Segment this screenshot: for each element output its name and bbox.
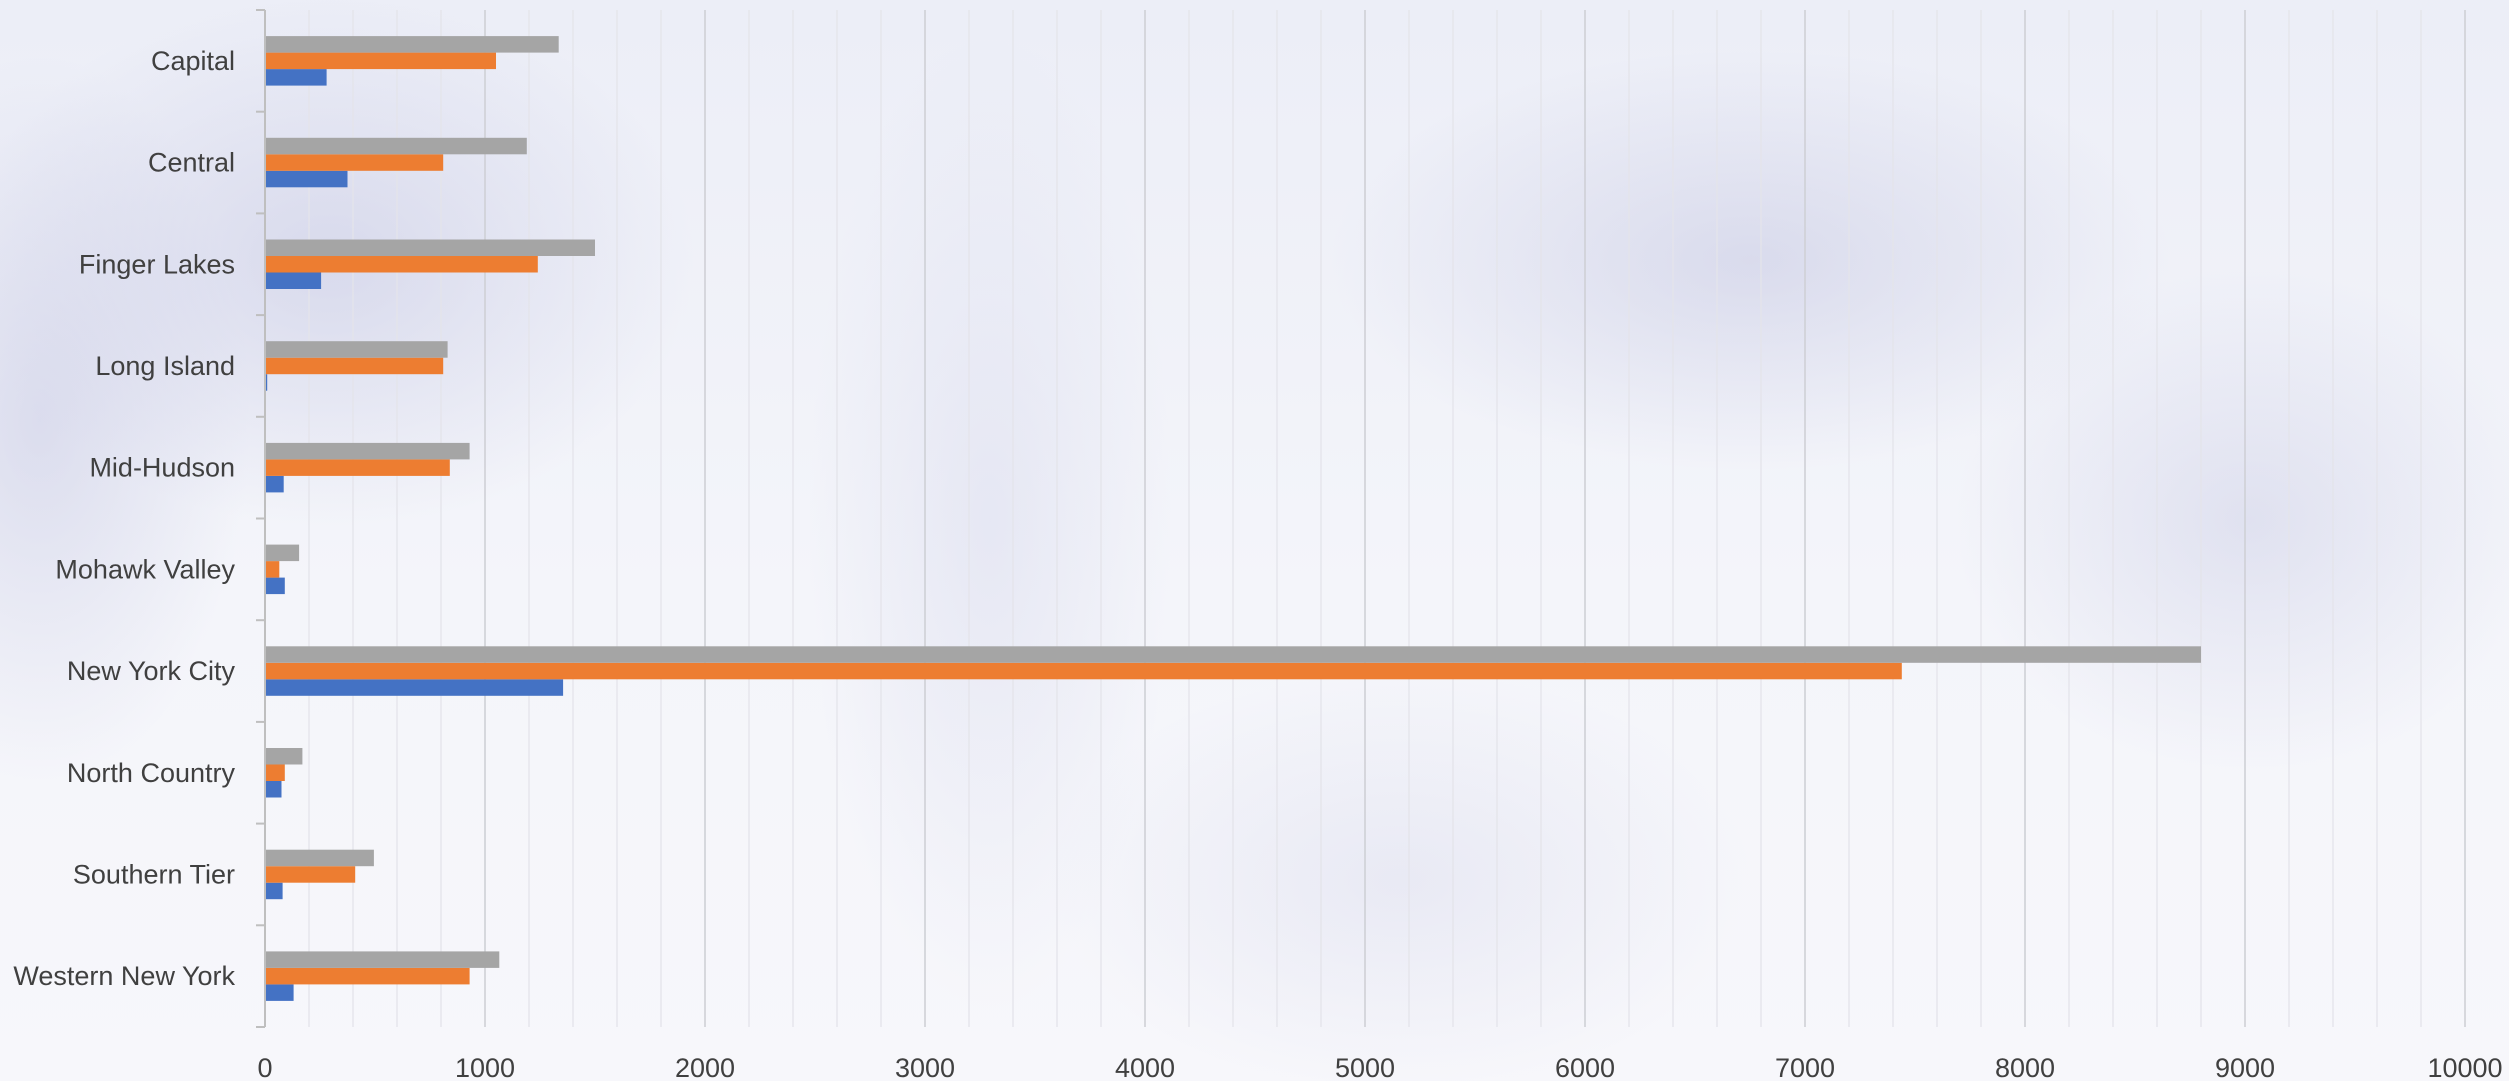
x-tick-label: 8000 — [1995, 1053, 2055, 1081]
bar-capital-series-3 — [265, 36, 559, 53]
bar-finger-lakes-series-1 — [265, 272, 322, 289]
bar-mohawk-valley-series-2 — [265, 561, 280, 578]
value-axis-labels: 0 1000 2000 3000 4000 5000 6000 7000 8000 9000 100… — [257, 1053, 2502, 1081]
bar-central-series-1 — [265, 170, 348, 188]
bar-mohawk-valley-series-3 — [265, 544, 300, 562]
bar-central-series-3 — [265, 137, 527, 155]
category-label: Mohawk Valley — [55, 554, 235, 584]
x-tick-label: 1000 — [455, 1053, 515, 1081]
bar-mohawk-valley-series-1 — [265, 577, 285, 595]
bar-capital-series-2 — [265, 52, 496, 70]
x-tick-label: 10000 — [2427, 1053, 2502, 1081]
bar-southern-tier-series-2 — [265, 866, 356, 883]
minor-gridlines — [308, 10, 2422, 1027]
x-tick-label: 2000 — [675, 1053, 735, 1081]
bar-long-island-series-2 — [265, 357, 444, 375]
bar-long-island-series-1 — [265, 374, 268, 391]
category-label: North Country — [67, 758, 236, 788]
bar-mid-hudson-series-2 — [265, 459, 450, 476]
category-label: Finger Lakes — [79, 249, 235, 279]
x-tick-label: 5000 — [1335, 1053, 1395, 1081]
category-label: Western New York — [13, 961, 235, 991]
axes — [256, 9, 266, 1028]
category-label: Southern Tier — [73, 859, 235, 889]
bar-series — [265, 36, 2201, 1001]
bar-north-country-series-2 — [265, 764, 285, 781]
bar-finger-lakes-series-3 — [265, 239, 595, 256]
category-label: Long Island — [95, 351, 235, 381]
bar-capital-series-1 — [265, 69, 327, 86]
bar-north-country-series-3 — [265, 748, 303, 765]
bar-new-york-city-series-2 — [265, 662, 1902, 680]
x-tick-label: 6000 — [1555, 1053, 1615, 1081]
x-tick-label: 0 — [257, 1053, 272, 1081]
bar-new-york-city-series-1 — [265, 679, 564, 696]
bar-western-new-york-series-3 — [265, 951, 500, 968]
major-gridlines — [484, 10, 2466, 1027]
bar-southern-tier-series-3 — [265, 849, 374, 867]
bar-north-country-series-1 — [265, 781, 282, 798]
bar-mid-hudson-series-3 — [265, 442, 470, 460]
category-label: Central — [148, 148, 235, 178]
category-label: Capital — [151, 46, 235, 76]
x-tick-label: 3000 — [895, 1053, 955, 1081]
bar-long-island-series-3 — [265, 341, 448, 358]
bar-western-new-york-series-2 — [265, 967, 470, 985]
bar-southern-tier-series-1 — [265, 882, 283, 900]
bar-new-york-city-series-3 — [265, 646, 2201, 663]
bar-central-series-2 — [265, 154, 444, 171]
category-label: Mid-Hudson — [89, 453, 235, 483]
x-tick-label: 7000 — [1775, 1053, 1835, 1081]
category-label: New York City — [67, 656, 236, 686]
bar-mid-hudson-series-1 — [265, 475, 284, 493]
category-axis-labels: Capital Central Finger Lakes Long Island Mid… — [13, 46, 235, 991]
x-tick-label: 9000 — [2215, 1053, 2275, 1081]
bar-western-new-york-series-1 — [265, 984, 294, 1001]
bar-finger-lakes-series-2 — [265, 256, 538, 273]
x-tick-label: 4000 — [1115, 1053, 1175, 1081]
